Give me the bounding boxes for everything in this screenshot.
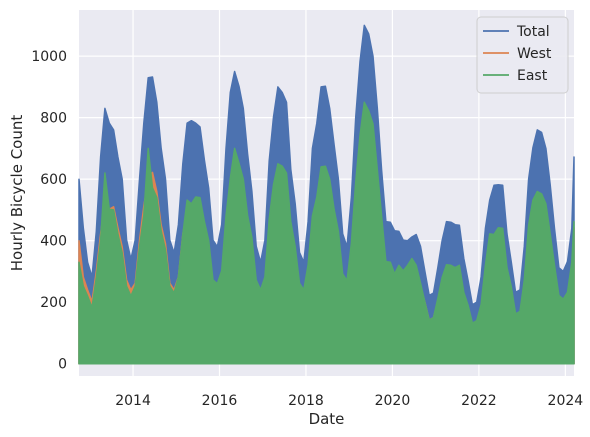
y-tick-label-3: 600 [40, 172, 67, 188]
legend: Total West East [476, 16, 569, 94]
series-layer [78, 24, 575, 365]
y-tick-label-0: 0 [58, 357, 67, 373]
x-tick-label-0: 2014 [115, 393, 151, 409]
y-tick-label-1: 200 [40, 295, 67, 311]
y-axis-label: Hourly Bicycle Count [8, 115, 26, 272]
series-east-area [78, 101, 575, 365]
y-tick-label-2: 400 [40, 234, 67, 250]
y-tick-labels: 0 200 400 600 800 1000 [31, 49, 67, 373]
y-tick-label-4: 800 [40, 111, 67, 127]
x-tick-label-3: 2020 [375, 393, 411, 409]
y-tick-label-5: 1000 [31, 49, 67, 65]
x-axis-label: Date [309, 410, 345, 428]
x-tick-labels: 2014 2016 2018 2020 2022 2024 [115, 393, 583, 409]
x-tick-label-4: 2022 [461, 393, 497, 409]
x-tick-label-1: 2016 [202, 393, 238, 409]
legend-label-west: West [517, 46, 552, 62]
legend-label-east: East [517, 68, 548, 84]
x-tick-label-2: 2018 [288, 393, 324, 409]
legend-label-total: Total [516, 24, 550, 40]
x-tick-label-5: 2024 [548, 393, 584, 409]
legend-frame [476, 16, 569, 94]
